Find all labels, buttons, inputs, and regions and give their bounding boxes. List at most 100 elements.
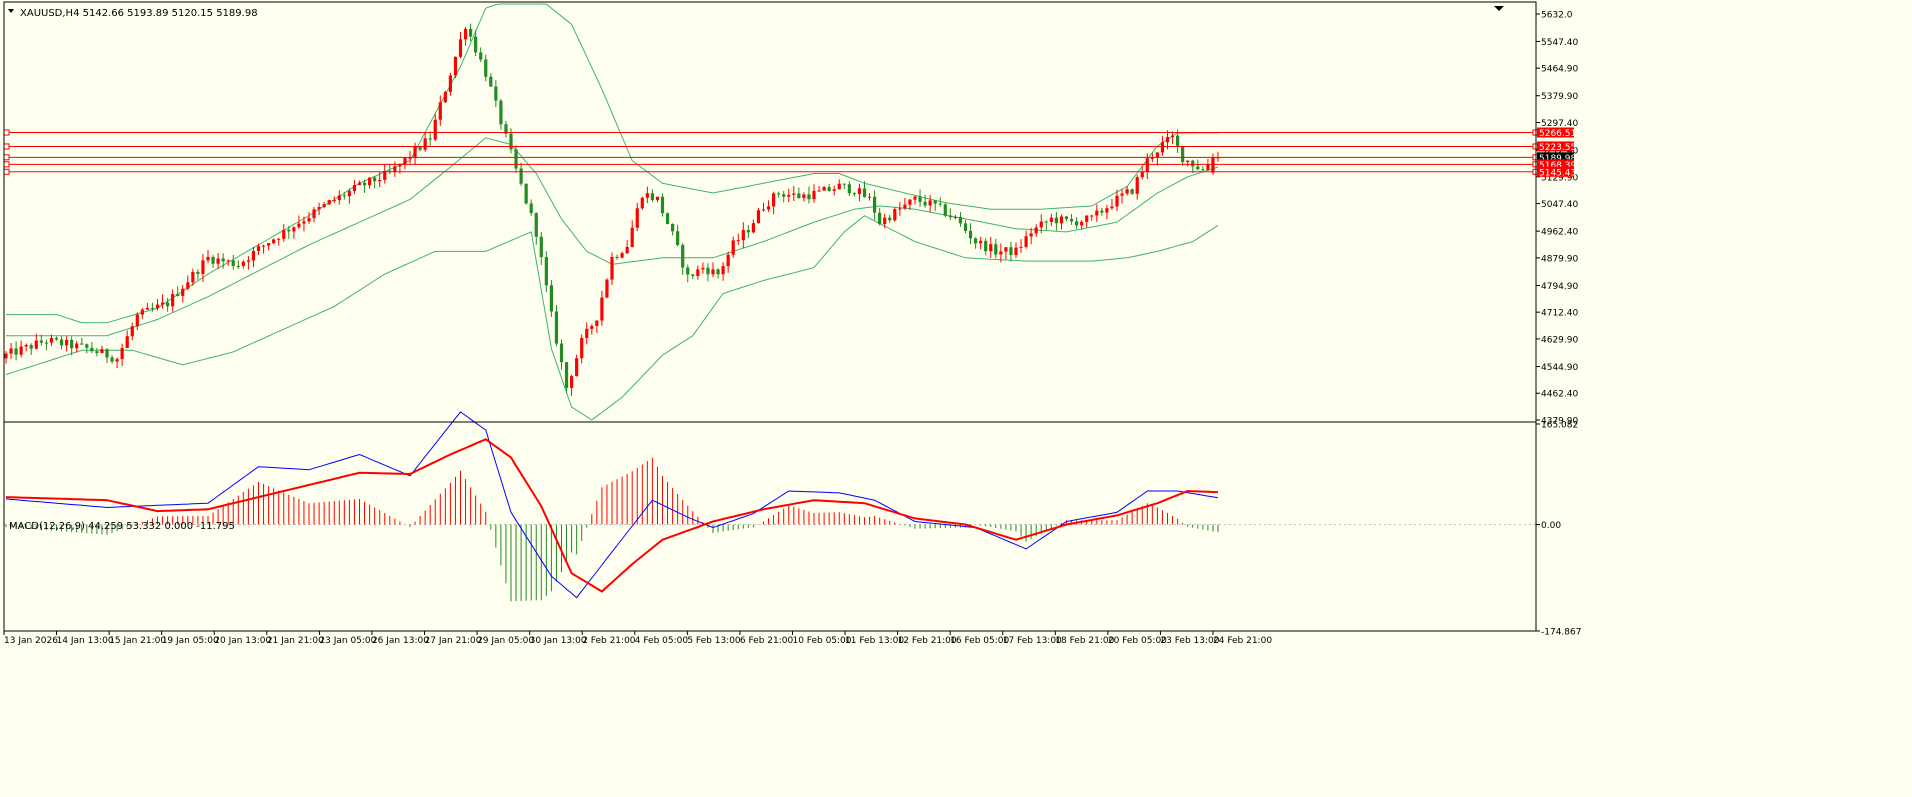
candle-body [913,196,917,200]
candle-body [580,338,584,359]
time-tick-label: 11 Feb 13:00 [845,636,904,646]
candle-body [832,189,836,191]
main-chart-pane[interactable] [3,3,1539,421]
candle-body [691,274,695,276]
candle-body [246,260,250,262]
dropdown-arrow-icon[interactable] [8,9,14,13]
candle-body [125,336,129,349]
candle-body [610,256,614,280]
bollinger-lower-band [5,215,1219,421]
macd-pane[interactable] [4,411,1536,602]
level-handle-icon[interactable] [3,154,10,161]
price-tick-label: 5212.40 [1541,147,1578,157]
candle-body [751,223,755,233]
candle-body [39,340,43,343]
candle-body [1014,247,1018,256]
time-tick-label: 6 Feb 21:00 [740,636,794,646]
candle-body [115,359,119,362]
candle-body [605,279,609,298]
candle-body [615,256,619,258]
candle-body [19,346,23,355]
candle-body [908,199,912,205]
candle-body [453,56,458,76]
price-tick-label: 5129.90 [1541,173,1578,183]
candle-body [469,28,473,37]
candle-body [1155,152,1159,158]
time-tick-label: 27 Jan 21:00 [425,636,482,646]
candle-body [549,285,553,312]
time-tick-label: 26 Jan 13:00 [372,636,429,646]
candle-body [883,217,887,224]
level-handle-icon[interactable] [3,129,10,136]
candle-body [54,337,59,340]
candle-body [352,185,357,192]
candle-body [984,240,988,252]
macd-tick-label: -174.867 [1541,628,1581,638]
price-level-label: 5266.51 [1539,129,1576,139]
bollinger-upper-band [6,3,1218,324]
level-handle-icon[interactable] [3,143,10,150]
level-handle-icon[interactable] [3,161,10,168]
candle-body [1100,210,1104,213]
candle-body [862,188,867,198]
candle-body [1039,221,1043,228]
time-tick-label: 29 Jan 05:00 [477,636,534,646]
candle-body [1125,189,1129,194]
price-tick-label: 4379.90 [1541,417,1578,427]
level-handle-icon[interactable] [3,168,10,175]
candle-body [14,348,18,355]
candle-body [105,349,109,358]
chart-frame [3,1,1537,632]
candle-body [347,191,351,197]
candle-body [59,339,64,346]
candle-body [822,187,826,191]
candle-body [362,182,367,186]
candle-body [994,244,998,255]
candle-body [665,213,670,224]
candle-body [4,353,8,359]
candle-body [433,119,437,140]
time-tick-label: 20 Jan 13:00 [214,636,271,646]
candle-body [706,267,710,275]
candle-body [963,223,968,231]
candle-body [782,194,786,197]
candle-body [772,193,776,207]
candle-body [1206,164,1210,171]
candle-body [1064,216,1069,219]
candle-body [812,190,816,200]
candle-body [130,326,134,337]
candle-body [403,157,407,165]
candle-body [160,302,165,305]
candle-body [206,256,210,261]
candle-body [595,320,599,327]
candle-body [70,339,74,349]
candle-body [1090,215,1094,217]
candle-body [90,347,94,352]
price-level-label: 5145.43 [1539,168,1576,178]
price-tick-label: 5464.90 [1541,65,1578,75]
candle-body [256,246,261,252]
candle-body [1176,135,1180,146]
candle-body [307,218,311,222]
candle-body [564,362,569,388]
candle-body [443,91,447,103]
candle-body [226,260,230,262]
candle-body [216,258,220,264]
candle-body [373,177,377,182]
candle-body [231,260,235,267]
macd-tick-label: 165.082 [1541,421,1578,431]
candle-body [155,304,160,309]
candle-body [1024,236,1028,247]
candle-body [221,258,225,262]
candle-body [696,269,700,276]
candle-body [1150,157,1154,159]
time-tick-label: 23 Feb 13:00 [1160,636,1219,646]
candle-body [544,257,548,286]
candle-body [958,216,963,224]
candle-body [317,206,321,210]
candle-body [630,227,634,247]
candle-body [721,266,725,275]
candle-body [943,204,947,216]
